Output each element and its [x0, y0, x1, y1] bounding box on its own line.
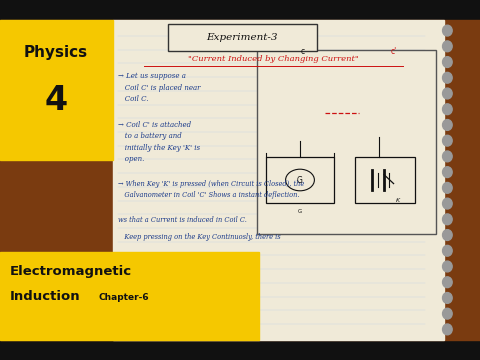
- Bar: [0, 20, 480, 340]
- Ellipse shape: [443, 308, 452, 319]
- Ellipse shape: [443, 120, 452, 130]
- Text: → Let us suppose a
   Coil C' is placed near
   Coil C.: → Let us suppose a Coil C' is placed nea…: [118, 72, 200, 103]
- Bar: [0, 252, 259, 340]
- Text: Chapter-6: Chapter-6: [98, 292, 149, 302]
- Ellipse shape: [443, 277, 452, 288]
- Text: → When Key 'K' is pressed (when Circuit is Closed), the
   Galvanometer in Coil : → When Key 'K' is pressed (when Circuit …: [118, 180, 304, 199]
- Ellipse shape: [443, 293, 452, 303]
- Ellipse shape: [443, 183, 452, 193]
- FancyBboxPatch shape: [168, 24, 317, 51]
- Text: Induction: Induction: [10, 291, 80, 303]
- Ellipse shape: [443, 25, 452, 36]
- Ellipse shape: [443, 214, 452, 225]
- Text: c: c: [300, 47, 304, 56]
- Text: G: G: [297, 176, 303, 185]
- Text: "Current Induced by Changing Current": "Current Induced by Changing Current": [188, 55, 359, 63]
- Bar: [257, 50, 436, 234]
- Text: ws that a Current is induced in Coil C.: ws that a Current is induced in Coil C.: [118, 216, 246, 224]
- Bar: [0, 20, 113, 160]
- Ellipse shape: [443, 41, 452, 52]
- Text: Electromagnetic: Electromagnetic: [10, 265, 132, 278]
- Ellipse shape: [443, 324, 452, 335]
- Bar: [0, 0, 480, 20]
- Text: Physics: Physics: [24, 45, 88, 60]
- Ellipse shape: [443, 104, 452, 114]
- Ellipse shape: [443, 72, 452, 83]
- Bar: [355, 157, 415, 203]
- Text: 4: 4: [45, 84, 68, 117]
- Bar: [113, 20, 444, 340]
- Ellipse shape: [443, 151, 452, 162]
- Text: → Coil C' is attached
   to a battery and
   initially the Key 'K' is
   open.: → Coil C' is attached to a battery and i…: [118, 121, 200, 163]
- Text: Experiment-3: Experiment-3: [207, 33, 278, 42]
- Text: c': c': [390, 47, 397, 56]
- Ellipse shape: [443, 198, 452, 209]
- Ellipse shape: [443, 246, 452, 256]
- Ellipse shape: [443, 135, 452, 146]
- Ellipse shape: [443, 167, 452, 177]
- Ellipse shape: [443, 230, 452, 240]
- Ellipse shape: [443, 261, 452, 272]
- Bar: [266, 157, 334, 203]
- Ellipse shape: [443, 57, 452, 67]
- Ellipse shape: [443, 88, 452, 99]
- Text: K: K: [396, 198, 400, 203]
- Bar: [0, 340, 480, 360]
- Text: G: G: [298, 209, 302, 214]
- Text: Keep pressing on the Key Continuosly, there is: Keep pressing on the Key Continuosly, th…: [118, 233, 280, 241]
